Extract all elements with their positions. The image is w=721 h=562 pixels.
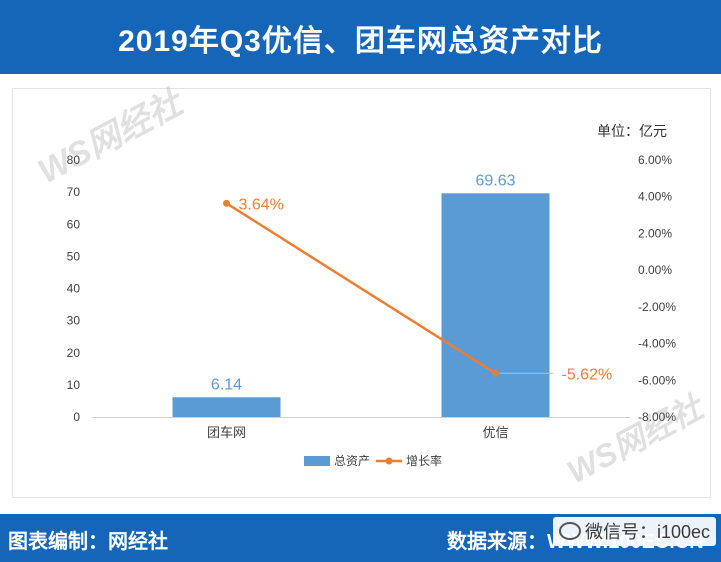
line-point	[492, 369, 499, 377]
y-left-tick-label: 70	[67, 185, 81, 199]
y-left-tick-label: 0	[73, 410, 80, 424]
y-left-tick-label: 60	[67, 217, 81, 231]
bar	[172, 397, 281, 417]
y-right-tick-label: -2.00%	[638, 300, 676, 314]
line-point	[223, 199, 230, 207]
x-tick-label: 优信	[482, 425, 508, 440]
line-value-label: 3.64%	[239, 196, 284, 213]
header-banner: 2019年Q3优信、团车网总资产对比	[0, 0, 721, 74]
wechat-badge: 微信号：i100ec	[553, 517, 717, 546]
line-series-path	[225, 202, 497, 375]
y-left-tick-label: 40	[67, 282, 81, 296]
x-tick-label: 团车网	[207, 425, 246, 440]
y-right-tick-label: -4.00%	[638, 337, 676, 351]
y-right-tick-label: -8.00%	[638, 410, 676, 424]
unit-label: 单位：亿元	[597, 123, 667, 139]
wechat-icon	[559, 522, 581, 540]
legend-swatch-bar	[304, 456, 330, 466]
wechat-label: 微信号：i100ec	[585, 522, 711, 542]
y-right-tick-label: 6.00%	[638, 153, 672, 167]
legend-label: 总资产	[334, 454, 370, 468]
legend-swatch-point	[385, 457, 393, 465]
page-title: 2019年Q3优信、团车网总资产对比	[118, 25, 603, 58]
bar-value-label: 69.63	[475, 172, 515, 189]
bar	[441, 193, 550, 417]
y-left-tick-label: 30	[67, 314, 81, 328]
bar-value-label: 6.14	[211, 376, 242, 393]
y-left-tick-label: 20	[67, 346, 81, 360]
y-right-tick-label: 4.00%	[638, 190, 672, 204]
y-left-tick-label: 10	[67, 378, 81, 392]
y-right-tick-label: -6.00%	[638, 373, 676, 387]
y-left-tick-label: 50	[67, 249, 81, 263]
footer-credit: 图表编制：网经社	[8, 531, 168, 553]
line-value-label: -5.62%	[562, 366, 613, 383]
legend-label: 增长率	[406, 453, 442, 468]
chart-frame	[12, 88, 711, 498]
y-right-tick-label: 0.00%	[638, 263, 672, 277]
y-right-tick-label: 2.00%	[638, 226, 672, 240]
y-left-tick-label: 80	[67, 153, 81, 167]
